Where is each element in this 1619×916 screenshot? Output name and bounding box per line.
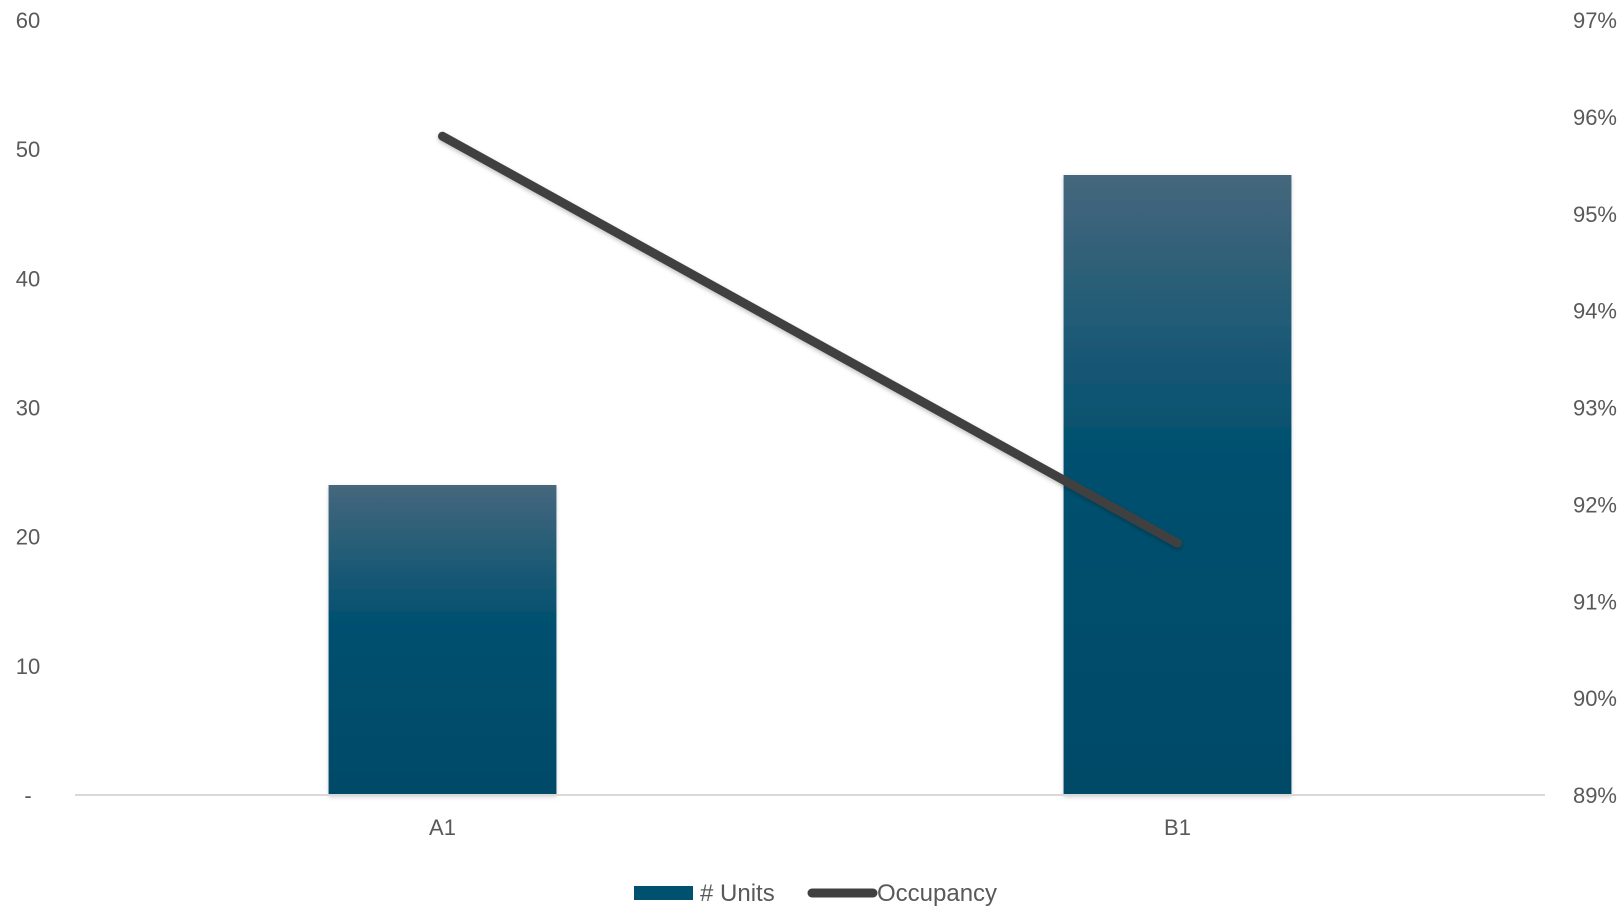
right-axis-tick-label: 94%	[1573, 299, 1617, 324]
right-axis-tick-label: 90%	[1573, 686, 1617, 711]
legend-label-units: # Units	[700, 880, 775, 907]
right-axis-tick-label: 95%	[1573, 202, 1617, 227]
left-axis-tick-label: 40	[16, 266, 40, 291]
legend-item-units: # Units	[634, 880, 775, 907]
legend-swatch-units	[634, 886, 693, 900]
legend: # Units Occupancy	[634, 880, 997, 907]
left-axis-tick-label: 30	[16, 396, 40, 421]
bar-a1	[329, 485, 557, 795]
plot-area: - 10 20 30 40 50 60 89% 90% 91% 92% 93% 94% 95% 96% 97%…	[16, 8, 1617, 840]
x-axis-category-label: A1	[429, 815, 456, 840]
right-axis-tick-label: 96%	[1573, 105, 1617, 130]
legend-label-occupancy: Occupancy	[877, 880, 997, 907]
bar-b1	[1064, 175, 1292, 795]
right-axis-tick-label: 97%	[1573, 8, 1617, 33]
left-axis-tick-label: 10	[16, 654, 40, 679]
left-axis-tick-label: 50	[16, 137, 40, 162]
x-axis-category-label: B1	[1164, 815, 1191, 840]
right-axis-tick-label: 91%	[1573, 589, 1617, 614]
left-axis-tick-label: 60	[16, 8, 40, 33]
right-axis-tick-label: 89%	[1573, 783, 1617, 808]
legend-item-occupancy: Occupancy	[812, 880, 997, 907]
right-axis-tick-label: 92%	[1573, 492, 1617, 517]
left-axis-tick-label: -	[24, 783, 31, 808]
left-axis-tick-label: 20	[16, 525, 40, 550]
right-axis-tick-label: 93%	[1573, 396, 1617, 421]
